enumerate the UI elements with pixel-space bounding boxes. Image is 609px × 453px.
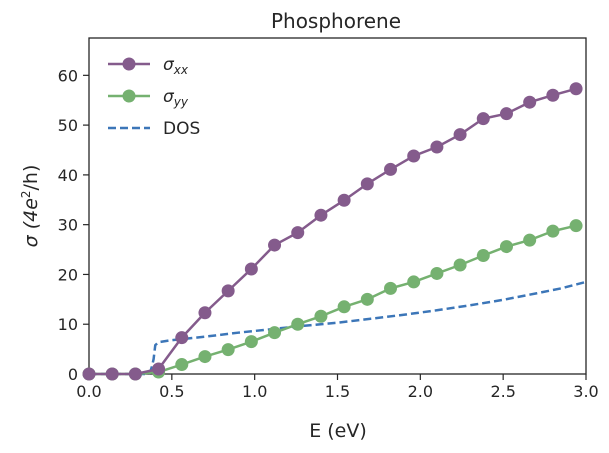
data-point-sigma-yy bbox=[360, 292, 374, 306]
data-point-sigma-xx bbox=[82, 367, 96, 381]
y-tick-label: 60 bbox=[58, 66, 78, 85]
data-point-sigma-xx bbox=[221, 284, 235, 298]
data-point-sigma-xx bbox=[523, 95, 537, 109]
data-point-sigma-xx bbox=[105, 367, 119, 381]
data-point-sigma-yy bbox=[314, 309, 328, 323]
y-tick-label: 50 bbox=[58, 116, 78, 135]
data-point-sigma-yy bbox=[268, 326, 282, 340]
data-point-sigma-xx bbox=[244, 262, 258, 276]
legend-item-sigma-xx[interactable]: σxx bbox=[108, 55, 189, 77]
data-point-sigma-xx bbox=[384, 162, 398, 176]
legend-marker-sigma-yy bbox=[122, 89, 136, 103]
y-axis-label: σ (4e2/h) bbox=[19, 165, 42, 248]
data-point-sigma-yy bbox=[476, 249, 490, 263]
data-point-sigma-yy bbox=[523, 233, 537, 247]
data-point-sigma-yy bbox=[430, 266, 444, 280]
data-point-sigma-yy bbox=[175, 358, 189, 372]
data-point-sigma-yy bbox=[546, 224, 560, 238]
y-tick-label: 20 bbox=[58, 265, 78, 284]
data-point-sigma-yy bbox=[198, 350, 212, 364]
data-point-sigma-xx bbox=[546, 88, 560, 102]
legend: σxx σyy DOS bbox=[108, 55, 200, 139]
series-line-sigma-xx bbox=[89, 87, 577, 376]
data-point-sigma-xx bbox=[152, 362, 166, 376]
data-point-sigma-xx bbox=[430, 140, 444, 154]
data-point-sigma-xx bbox=[337, 193, 351, 207]
data-point-sigma-yy bbox=[337, 300, 351, 314]
data-point-sigma-xx bbox=[291, 226, 305, 240]
x-tick-label: 1.0 bbox=[242, 382, 267, 401]
data-point-sigma-xx bbox=[569, 82, 583, 96]
x-tick-label: 3.0 bbox=[573, 382, 598, 401]
data-point-sigma-xx bbox=[453, 128, 467, 142]
legend-label-sigma-yy: σyy bbox=[163, 87, 189, 109]
data-point-sigma-yy bbox=[244, 335, 258, 349]
data-point-sigma-xx bbox=[268, 238, 282, 252]
data-point-sigma-xx bbox=[476, 112, 490, 126]
data-point-sigma-xx bbox=[360, 177, 374, 191]
y-tick-label: 0 bbox=[68, 365, 78, 384]
legend-label-dos: DOS bbox=[163, 119, 200, 139]
data-point-sigma-yy bbox=[384, 281, 398, 295]
y-axis-label-main: σ (4e bbox=[20, 198, 42, 247]
data-point-sigma-yy bbox=[221, 343, 235, 357]
y-axis: 0 10 20 30 40 50 60 bbox=[58, 66, 89, 384]
data-point-sigma-xx bbox=[407, 149, 421, 163]
chart-title: Phosphorene bbox=[271, 9, 401, 33]
legend-item-dos[interactable]: DOS bbox=[108, 119, 200, 139]
y-tick-label: 10 bbox=[58, 315, 78, 334]
data-point-sigma-yy bbox=[499, 240, 513, 254]
series-layer bbox=[82, 82, 587, 381]
series-line-sigma-yy bbox=[89, 224, 577, 376]
data-point-sigma-yy bbox=[291, 317, 305, 331]
legend-label-sigma-xx: σxx bbox=[163, 55, 189, 77]
data-point-sigma-yy bbox=[569, 219, 583, 233]
data-point-sigma-xx bbox=[314, 208, 328, 222]
x-tick-label: 0.5 bbox=[159, 382, 184, 401]
data-point-sigma-xx bbox=[175, 331, 189, 345]
series-line-dos bbox=[89, 280, 587, 376]
y-axis-label-sup: 2 bbox=[19, 190, 33, 198]
y-tick-label: 40 bbox=[58, 166, 78, 185]
data-point-sigma-xx bbox=[499, 107, 513, 121]
data-point-sigma-yy bbox=[407, 275, 421, 289]
x-tick-label: 1.5 bbox=[325, 382, 350, 401]
y-axis-label-tail: /h) bbox=[20, 165, 42, 191]
x-axis: 0.0 0.5 1.0 1.5 2.0 2.5 3.0 bbox=[76, 374, 599, 401]
legend-marker-sigma-xx bbox=[122, 57, 136, 71]
y-tick-label: 30 bbox=[58, 216, 78, 235]
data-point-sigma-xx bbox=[198, 306, 212, 320]
x-tick-label: 2.5 bbox=[490, 382, 515, 401]
legend-item-sigma-yy[interactable]: σyy bbox=[108, 87, 189, 109]
data-point-sigma-xx bbox=[128, 367, 142, 381]
x-axis-label: E (eV) bbox=[309, 420, 367, 442]
x-tick-label: 0.0 bbox=[76, 382, 101, 401]
data-point-sigma-yy bbox=[453, 258, 467, 272]
x-tick-label: 2.0 bbox=[408, 382, 433, 401]
